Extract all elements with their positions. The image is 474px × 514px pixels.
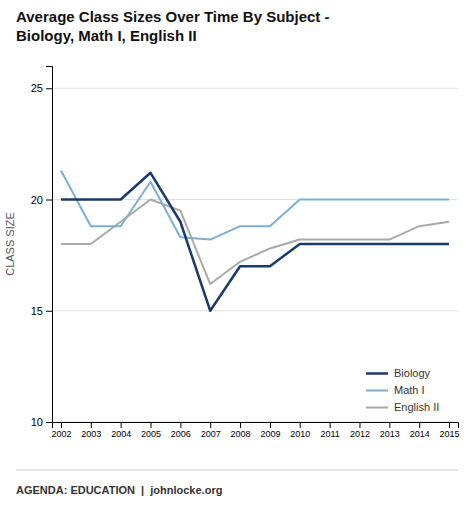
y-tick: 25 [31, 82, 52, 94]
x-tick-label: 2012 [350, 429, 370, 439]
title: Average Class Sizes Over Time By Subject… [16, 8, 329, 44]
x-tick: 2012 [350, 422, 370, 439]
footer: AGENDA: EDUCATION | johnlocke.org [16, 484, 222, 496]
grid-line [52, 88, 458, 89]
y-tick-label: 15 [31, 305, 43, 317]
x-tick-label: 2006 [171, 429, 191, 439]
x-tick-mark [359, 422, 360, 428]
legend-swatch [366, 390, 388, 392]
legend-swatch [366, 407, 388, 409]
series-line [61, 171, 449, 240]
x-tick-mark [91, 422, 92, 428]
x-tick-mark [240, 422, 241, 428]
y-tick-mark [46, 311, 52, 312]
legend-label: Math I [394, 384, 425, 396]
legend-item: English II [366, 401, 439, 413]
lines [61, 171, 449, 311]
grid-line [52, 310, 458, 311]
y-tick-label: 25 [31, 82, 43, 94]
x-tick: 2003 [81, 422, 101, 439]
x-tick-mark [151, 422, 152, 428]
x-tick-mark [121, 422, 122, 428]
x-tick-mark [300, 422, 301, 428]
x-axis: 2002 2003 2004 2005 2006 2007 2008 2009 2010 2011… [51, 422, 459, 439]
y-label: CLASS SIZE [4, 212, 16, 276]
y-tick-mark [46, 88, 52, 89]
y-tick-label: 10 [31, 416, 43, 428]
x-tick: 2004 [111, 422, 131, 439]
x-tick: 2006 [171, 422, 191, 439]
title-line: Average Class Sizes Over Time By Subject… [16, 8, 329, 25]
x-tick-mark [270, 422, 271, 428]
x-tick: 2002 [51, 422, 71, 439]
y-axis-line [46, 67, 53, 423]
x-tick-label: 2013 [380, 429, 400, 439]
series-line [61, 200, 449, 285]
y-tick-mark [46, 200, 52, 201]
x-tick-mark [180, 422, 181, 428]
grid [52, 88, 458, 422]
x-tick-mark [389, 422, 390, 428]
x-tick: 2010 [290, 422, 310, 439]
x-tick-label: 2011 [320, 429, 339, 439]
x-tick: 2008 [231, 422, 251, 439]
legend-item: Math I [366, 384, 425, 396]
x-tick-label: 2002 [51, 429, 71, 439]
x-axis-line [53, 423, 459, 429]
y-tick: 20 [31, 194, 52, 206]
y-tick: 10 [31, 416, 52, 428]
x-tick-mark [61, 422, 62, 428]
x-tick: 2013 [380, 422, 400, 439]
title-line: Biology, Math I, English II [16, 27, 197, 44]
x-tick-mark [210, 422, 211, 428]
footer-rule [16, 470, 458, 471]
chart: Average Class Sizes Over Time By Subject… [0, 0, 474, 514]
x-tick-mark [330, 422, 331, 428]
x-tick-label: 2014 [410, 429, 430, 439]
x-tick-mark [419, 422, 420, 428]
legend-item: Biology [366, 367, 431, 379]
legend-swatch [366, 372, 388, 375]
x-tick: 2015 [440, 422, 460, 439]
x-tick: 2005 [141, 422, 161, 439]
x-tick: 2011 [320, 422, 339, 439]
x-tick-mark [449, 422, 450, 428]
x-tick-label: 2003 [81, 429, 101, 439]
x-tick-label: 2004 [111, 429, 131, 439]
x-tick: 2007 [201, 422, 221, 439]
x-tick-label: 2010 [290, 429, 310, 439]
x-tick-label: 2008 [231, 429, 251, 439]
y-axis: 10 15 20 25 [31, 67, 53, 429]
series-line [61, 173, 449, 311]
x-tick-label: 2015 [440, 429, 460, 439]
x-tick-label: 2007 [201, 429, 221, 439]
y-tick-mark [46, 422, 52, 423]
legend-label: Biology [394, 367, 431, 379]
y-tick: 15 [31, 305, 52, 317]
y-tick-label: 20 [31, 194, 43, 206]
x-tick-label: 2005 [141, 429, 161, 439]
x-tick: 2014 [410, 422, 430, 439]
legend: Biology Math I English II [366, 367, 439, 413]
x-tick: 2009 [260, 422, 280, 439]
x-tick-label: 2009 [260, 429, 280, 439]
plot: 10 15 20 25 2002 2003 2004 2005 2006 2007 2008 2009… [4, 67, 460, 440]
legend-label: English II [394, 401, 439, 413]
